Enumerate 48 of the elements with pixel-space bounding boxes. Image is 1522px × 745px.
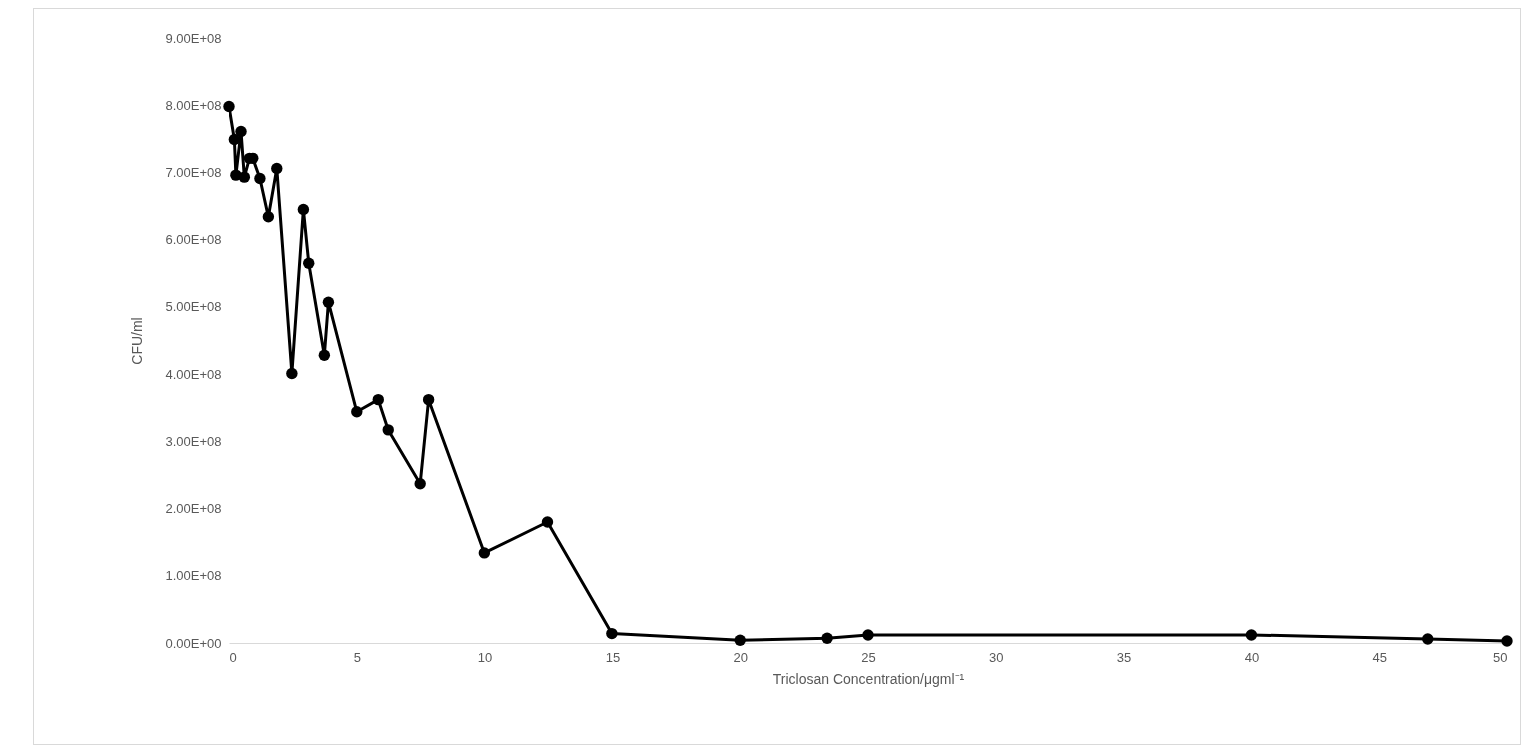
point xyxy=(1245,629,1258,641)
y-tick-label: 4.00E+08 xyxy=(165,366,222,382)
point xyxy=(238,171,251,183)
y-tick-label: 6.00E+08 xyxy=(165,232,222,248)
point xyxy=(351,406,363,418)
point xyxy=(286,367,298,380)
x-tick-label: 40 xyxy=(1244,649,1260,665)
x-axis-title: Triclosan Concentration/μgml⁻¹ xyxy=(772,670,965,687)
x-tick-label: 25 xyxy=(861,649,876,665)
x-tick-label: 10 xyxy=(477,649,493,665)
point xyxy=(297,203,310,216)
point xyxy=(414,477,426,490)
point xyxy=(422,393,435,406)
point xyxy=(382,424,394,436)
y-tick-label: 2.00E+08 xyxy=(165,501,222,517)
point xyxy=(322,296,335,308)
point xyxy=(541,516,554,528)
x-tick-label: 50 xyxy=(1493,649,1508,665)
point xyxy=(271,162,283,175)
point xyxy=(223,100,235,113)
point xyxy=(478,547,491,559)
y-tick-label: 1.00E+08 xyxy=(165,568,222,584)
y-tick-label: 7.00E+08 xyxy=(165,164,222,180)
point xyxy=(862,629,874,641)
point xyxy=(318,349,331,361)
y-axis-title: CFU/ml xyxy=(129,317,146,365)
x-tick-label: 0 xyxy=(229,649,237,665)
point xyxy=(734,634,746,646)
y-tick-label: 5.00E+08 xyxy=(165,299,222,315)
x-tick-label: 30 xyxy=(989,649,1004,665)
point xyxy=(606,627,618,640)
x-tick-label: 15 xyxy=(605,649,621,665)
y-tick-label: 8.00E+08 xyxy=(165,97,222,113)
point xyxy=(254,172,266,185)
point xyxy=(1422,633,1434,645)
x-tick-label: 45 xyxy=(1372,649,1387,665)
point xyxy=(1501,635,1513,647)
x-tick-label: 20 xyxy=(733,649,748,665)
point xyxy=(821,632,833,644)
point xyxy=(372,393,384,406)
point xyxy=(262,211,275,223)
y-tick-label: 3.00E+08 xyxy=(165,433,222,449)
x-tick-label: 5 xyxy=(353,649,361,665)
y-tick-label: 9.00E+08 xyxy=(165,30,222,46)
point xyxy=(303,257,315,269)
point xyxy=(235,125,247,138)
x-tick-label: 35 xyxy=(1116,649,1132,665)
y-tick-label: 0.00E+00 xyxy=(165,635,222,651)
